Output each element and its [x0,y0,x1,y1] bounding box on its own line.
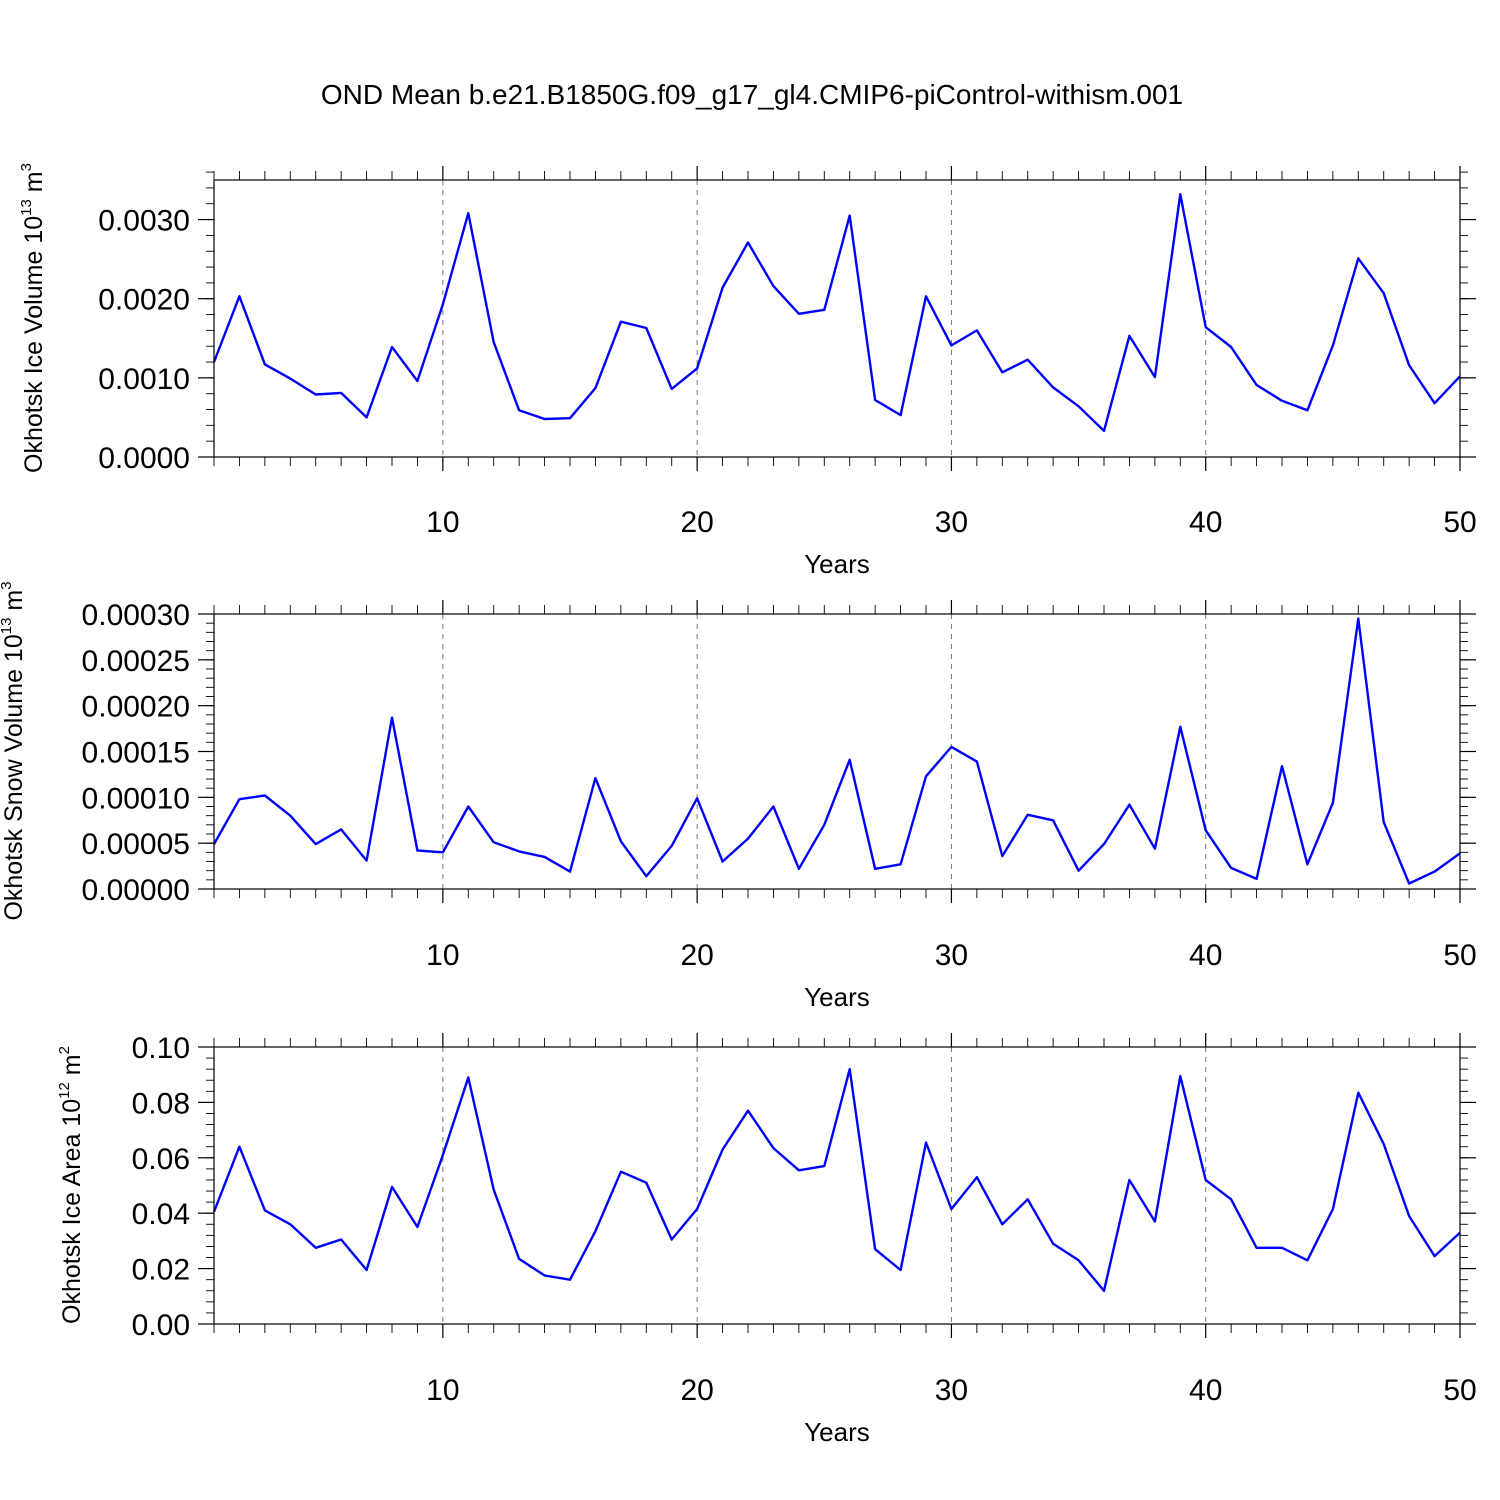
y-tick-label: 0.0030 [98,205,190,238]
x-tick-label: 40 [1189,506,1222,539]
y-tick-label: 0.06 [132,1143,190,1176]
y-tick-label: 0.00000 [82,874,190,907]
y-tick-label: 0.08 [132,1087,190,1120]
x-tick-label: 50 [1443,939,1476,972]
y-tick-label: 0.00 [132,1309,190,1342]
plot-frame [213,613,1461,890]
y-label-main: Okhotsk Ice Volume 10 [20,216,48,473]
x-tick-label: 40 [1189,939,1222,972]
series-line [212,192,1461,433]
x-tick-label: 40 [1189,1374,1222,1407]
y-axis-label: Okhotsk Snow Volume 1013 m3 [0,581,28,920]
y-label-unit: m [0,590,28,618]
y-tick-label: 0.00030 [82,599,190,632]
y-tick-label: 0.00010 [82,782,190,815]
y-label-unit-exponent: 2 [56,1046,73,1054]
plot-frame [213,1046,1461,1325]
y-label-main: Okhotsk Snow Volume 10 [0,634,28,920]
y-label-exponent: 13 [18,199,35,216]
y-tick-label: 0.00020 [82,691,190,724]
x-axis-label: Years [804,982,870,1012]
y-label-exponent: 13 [0,618,15,635]
y-tick-label: 0.0010 [98,363,190,396]
y-label-unit: m [58,1054,86,1082]
figure-title: OND Mean b.e21.B1850G.f09_g17_gl4.CMIP6-… [321,79,1183,110]
y-label-exponent: 12 [56,1082,73,1099]
panel-ice-area: 10 20 30 40 50 0.00 0.02 0.04 0.06 0.08 0.10 Years O… [56,1032,1477,1447]
x-tick-label: 20 [680,1374,713,1407]
y-label-main: Okhotsk Ice Area 10 [58,1099,86,1324]
panel-snow-volume: 10 20 30 40 50 0.00000 0.00005 0.00010 0.00015 0.… [0,581,1477,1012]
x-tick-label: 50 [1443,506,1476,539]
y-tick-label: 0.00005 [82,828,190,861]
x-tick-label: 30 [935,1374,968,1407]
y-label-unit-exponent: 3 [0,581,15,589]
x-tick-label: 20 [680,506,713,539]
plot-frame [213,179,1461,458]
y-tick-label: 0.00025 [82,645,190,678]
x-tick-label: 30 [935,939,968,972]
y-axis-label: Okhotsk Ice Volume 1013 m3 [18,163,48,473]
x-tick-label: 30 [935,506,968,539]
x-axis-label: Years [804,1417,870,1447]
x-tick-label: 10 [426,1374,459,1407]
x-tick-label: 10 [426,939,459,972]
y-axis-label: Okhotsk Ice Area 1012 m2 [56,1046,86,1324]
x-tick-label: 20 [680,939,713,972]
y-tick-label: 0.0020 [98,284,190,317]
y-label-unit-exponent: 3 [18,163,35,171]
y-tick-label: 0.04 [132,1198,190,1231]
series-line [212,617,1461,885]
y-tick-label: 0.10 [132,1032,190,1065]
series-line [212,1067,1461,1293]
y-label-unit: m [20,171,48,199]
x-tick-label: 10 [426,506,459,539]
x-tick-label: 50 [1443,1374,1476,1407]
x-axis-label: Years [804,549,870,579]
panel-ice-volume: 10 20 30 40 50 0.0000 0.0010 0.0020 0.0030 Years O… [18,163,1477,579]
y-tick-label: 0.0000 [98,442,190,475]
y-tick-label: 0.02 [132,1254,190,1287]
y-tick-label: 0.00015 [82,737,190,770]
